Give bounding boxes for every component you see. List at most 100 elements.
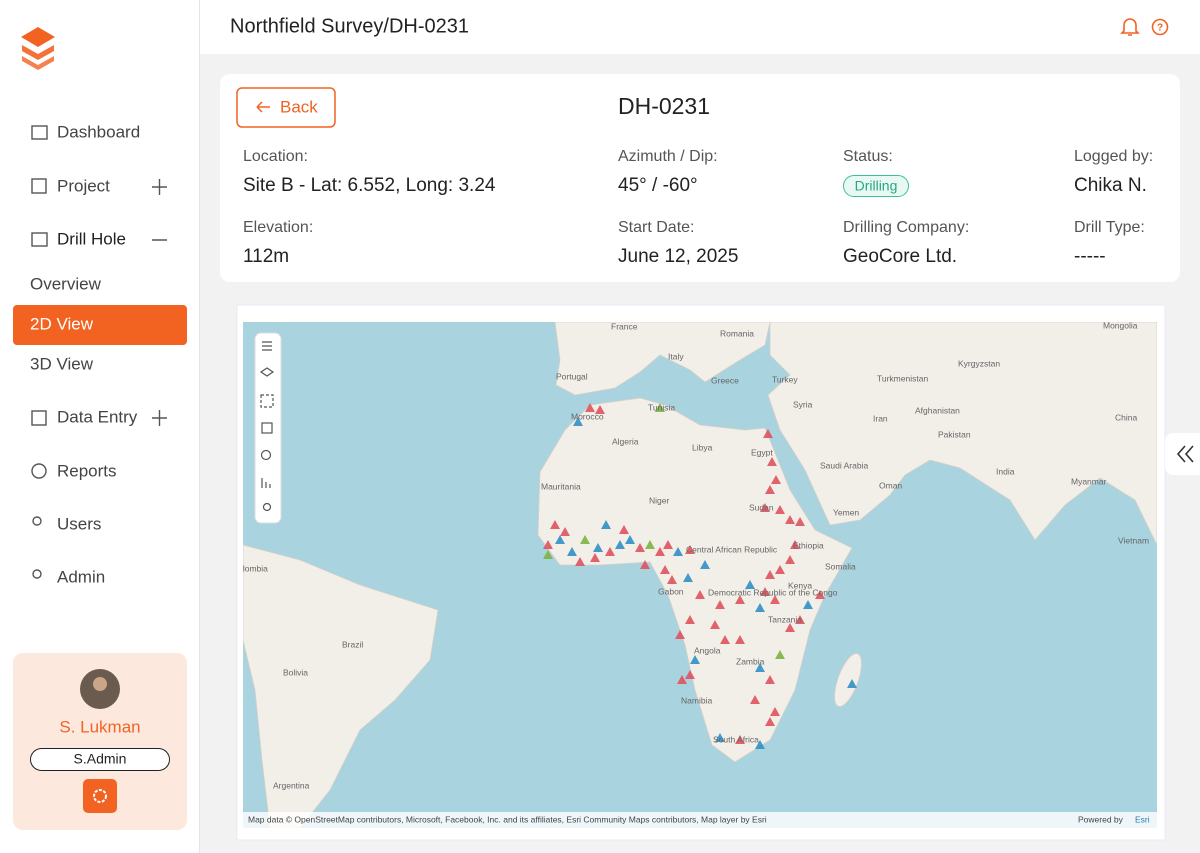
drill-hole-pin[interactable] (795, 517, 805, 526)
drill-hole-pin[interactable] (580, 535, 590, 544)
drill-hole-pin[interactable] (765, 717, 775, 726)
drill-hole-pin[interactable] (803, 600, 813, 609)
drill-hole-pin[interactable] (585, 403, 595, 412)
nav-item[interactable]: Drill Hole (57, 229, 126, 248)
drill-hole-pin[interactable] (655, 547, 665, 556)
drill-hole-pin[interactable] (673, 547, 683, 556)
nav-item[interactable]: 2D View (30, 314, 94, 333)
drill-hole-pin[interactable] (635, 543, 645, 552)
tool-menu[interactable] (262, 341, 272, 351)
drill-hole-pin[interactable] (785, 515, 795, 524)
collapse-button[interactable] (1165, 433, 1200, 475)
drill-hole-pin[interactable] (765, 485, 775, 494)
drill-hole-pin[interactable] (675, 630, 685, 639)
drill-hole-pin[interactable] (775, 505, 785, 514)
nav-item[interactable]: Admin (57, 567, 105, 586)
drill-hole-pin[interactable] (785, 623, 795, 632)
drill-hole-pin[interactable] (770, 595, 780, 604)
drill-hole-pin[interactable] (605, 547, 615, 556)
drill-hole-pin[interactable] (645, 540, 655, 549)
drill-hole-pin[interactable] (775, 650, 785, 659)
drill-hole-pin[interactable] (755, 603, 765, 612)
map-label: Argentina (273, 780, 310, 790)
drill-hole-pin[interactable] (775, 565, 785, 574)
back-label[interactable]: Back (280, 97, 318, 116)
drill-hole-pin[interactable] (815, 590, 825, 599)
nav-item[interactable]: Project (57, 176, 110, 195)
drill-hole-pin[interactable] (590, 553, 600, 562)
drill-hole-pin[interactable] (660, 565, 670, 574)
help[interactable] (1151, 18, 1169, 36)
drill-hole-pin[interactable] (695, 590, 705, 599)
drill-hole-pin[interactable] (770, 707, 780, 716)
drill-hole-pin[interactable] (795, 615, 805, 624)
drill-hole-pin[interactable] (720, 635, 730, 644)
map[interactable]: France Romania Mongolia Italy Portugal G… (232, 320, 1157, 828)
drill-hole-pin[interactable] (765, 570, 775, 579)
drill-hole-pin[interactable] (750, 695, 760, 704)
map-label: Ethiopia (793, 540, 824, 550)
drill-hole-pin[interactable] (555, 535, 565, 544)
field-value: ----- (1074, 246, 1106, 267)
esri-link[interactable]: Esri (1135, 814, 1150, 824)
drill-hole-pin[interactable] (550, 520, 560, 529)
nav-item[interactable]: Data Entry (57, 407, 138, 426)
drill-hole-pin[interactable] (615, 540, 625, 549)
drill-hole-pin[interactable] (567, 547, 577, 556)
drill-hole-pin[interactable] (771, 475, 781, 484)
tool-layers[interactable] (259, 367, 275, 377)
nav-item[interactable]: Dashboard (57, 122, 140, 141)
nav-item[interactable]: Reports (57, 461, 117, 480)
drill-hole-pin[interactable] (677, 675, 687, 684)
drill-hole-pin[interactable] (663, 540, 673, 549)
drill-hole-pin[interactable] (667, 575, 677, 584)
drill-hole-pin[interactable] (755, 740, 765, 749)
drill-hole-pin[interactable] (683, 573, 693, 582)
drill-hole-pin[interactable] (685, 670, 695, 679)
drill-hole-pin[interactable] (735, 635, 745, 644)
drill-hole-pin[interactable] (619, 525, 629, 534)
drill-hole-pin[interactable] (575, 557, 585, 566)
drill-hole-pin[interactable] (640, 560, 650, 569)
drill-hole-pin[interactable] (690, 655, 700, 664)
drill-hole-pin[interactable] (543, 550, 553, 559)
tool-chart[interactable] (261, 478, 271, 488)
tool-select[interactable] (261, 422, 273, 434)
drill-hole-pin[interactable] (715, 733, 725, 742)
drill-hole-pin[interactable] (593, 543, 603, 552)
drill-hole-pin[interactable] (655, 403, 665, 412)
drill-hole-pin[interactable] (625, 535, 635, 544)
nav-item[interactable]: 3D View (30, 354, 94, 373)
drill-hole-pin[interactable] (760, 503, 770, 512)
tool-user[interactable] (262, 502, 272, 512)
tool-grid[interactable] (260, 394, 274, 408)
drill-hole-pin[interactable] (685, 545, 695, 554)
drill-hole-pin[interactable] (767, 457, 777, 466)
bell[interactable] (1120, 18, 1140, 36)
drill-hole-pin[interactable] (847, 679, 857, 688)
drill-hole-pin[interactable] (543, 540, 553, 549)
drill-hole-pin[interactable] (715, 600, 725, 609)
drill-hole-pin[interactable] (573, 417, 583, 426)
drill-hole-pin[interactable] (790, 540, 800, 549)
drill-hole-pin[interactable] (745, 580, 755, 589)
drill-hole-pin[interactable] (595, 405, 605, 414)
drill-hole-pin[interactable] (755, 663, 765, 672)
drill-hole-pin[interactable] (710, 620, 720, 629)
drill-hole-pin[interactable] (763, 429, 773, 438)
drill-hole-pin[interactable] (735, 735, 745, 744)
drill-hole-pin[interactable] (601, 520, 611, 529)
tool-search[interactable] (260, 449, 272, 461)
drill-hole-pin[interactable] (765, 675, 775, 684)
nav-item[interactable]: Overview (30, 274, 102, 293)
drill-hole-pin[interactable] (735, 595, 745, 604)
drill-hole-pin[interactable] (760, 587, 770, 596)
drill-hole-pin[interactable] (700, 560, 710, 569)
drill-hole-pin[interactable] (560, 527, 570, 536)
settings-button[interactable] (83, 779, 117, 813)
map-label: Portugal (556, 371, 588, 381)
back-button[interactable] (236, 87, 336, 128)
drill-hole-pin[interactable] (785, 555, 795, 564)
nav-item[interactable]: Users (57, 514, 101, 533)
drill-hole-pin[interactable] (685, 615, 695, 624)
